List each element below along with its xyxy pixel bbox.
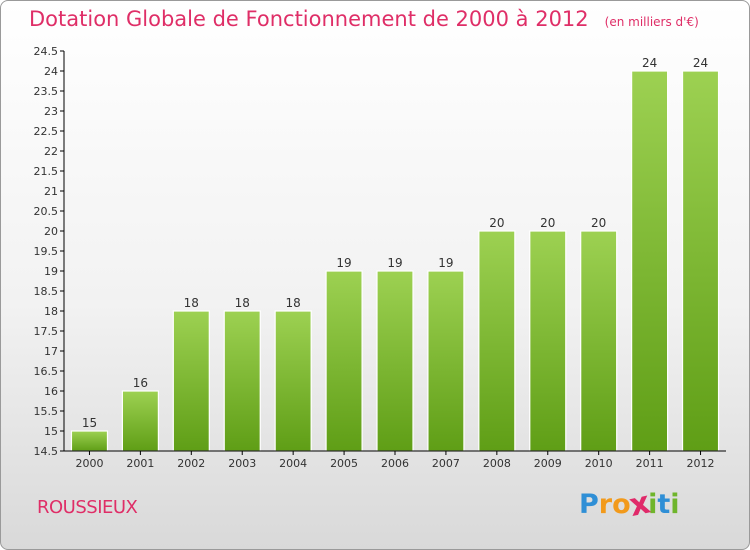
x-tick-label-2009: 2009 [534,457,562,470]
bar-2010 [580,230,618,452]
bar-2008 [478,230,516,452]
bar-2000 [70,430,109,452]
data-label-2005: 19 [336,256,351,270]
y-tick-label-14.5: 14.5 [34,445,59,458]
logo-letter: o [612,489,631,520]
bar-2006 [376,270,414,452]
bar-2012 [681,70,720,452]
data-label-2000: 15 [82,416,97,430]
bar-2005 [325,270,363,452]
x-tick-label-2002: 2002 [177,457,205,470]
title-line: Dotation Globale de Fonctionnement de 20… [29,7,699,31]
data-label-2004: 18 [286,296,301,310]
proxiti-logo: Proxiti [579,485,680,524]
x-tick-label-2007: 2007 [432,457,460,470]
logo-letter: i [670,489,680,520]
y-tick-label-19: 19 [44,265,58,278]
bar-2009 [529,230,567,452]
logo-letter: t [657,489,671,520]
data-label-2011: 24 [642,56,657,70]
y-tick-label-18: 18 [44,305,58,318]
y-tick-label-24: 24 [44,65,58,78]
y-tick-label-22: 22 [44,145,58,158]
data-label-2012: 24 [693,56,708,70]
y-tick-label-21.5: 21.5 [34,165,59,178]
y-tick-label-22.5: 22.5 [34,125,59,138]
y-tick-label-17: 17 [44,345,58,358]
x-tick-label-2005: 2005 [330,457,358,470]
y-tick-label-21: 21 [44,185,58,198]
y-tick-label-24.5: 24.5 [34,45,59,58]
chart-title: Dotation Globale de Fonctionnement de 20… [29,7,589,31]
data-label-2006: 19 [387,256,402,270]
y-tick-label-16: 16 [44,385,58,398]
axis-layer: 2000 2001 2002 2003 2004 2005 2006 2007 2008 2009… [34,45,726,470]
data-label-2002: 18 [184,296,199,310]
chart-unit: (en milliers d'€) [604,15,699,29]
y-tick-label-15.5: 15.5 [34,405,59,418]
x-tick-label-2011: 2011 [636,457,664,470]
y-tick-label-19.5: 19.5 [34,245,59,258]
bars-layer: 15 16 18 18 18 19 19 19 20 20 20 24 24 [70,56,720,452]
bar-2003 [223,310,261,452]
x-tick-label-2003: 2003 [228,457,256,470]
y-tick-label-18.5: 18.5 [34,285,59,298]
bar-2011 [631,70,669,452]
y-tick-label-20: 20 [44,225,58,238]
y-tick-label-20.5: 20.5 [34,205,59,218]
y-tick-label-17.5: 17.5 [34,325,59,338]
data-label-2001: 16 [133,376,148,390]
x-tick-label-2010: 2010 [585,457,613,470]
bar-2002 [172,310,210,452]
x-tick-label-2012: 2012 [687,457,715,470]
logo-letter: P [579,489,599,520]
y-tick-label-23: 23 [44,105,58,118]
x-tick-label-2008: 2008 [483,457,511,470]
y-tick-label-23.5: 23.5 [34,85,59,98]
data-label-2008: 20 [489,216,504,230]
logo-letter: i [648,489,658,520]
commune-name: ROUSSIEUX [37,497,138,518]
x-tick-label-2004: 2004 [279,457,307,470]
x-tick-label-2001: 2001 [126,457,154,470]
data-label-2007: 19 [438,256,453,270]
y-tick-label-15: 15 [44,425,58,438]
y-tick-label-16.5: 16.5 [34,365,59,378]
data-label-2003: 18 [235,296,250,310]
data-label-2009: 20 [540,216,555,230]
logo-letter: r [598,489,613,520]
x-tick-label-2000: 2000 [75,457,103,470]
bar-2004 [274,310,312,452]
bar-2007 [427,270,465,452]
data-label-2010: 20 [591,216,606,230]
bar-2001 [121,390,159,452]
x-tick-label-2006: 2006 [381,457,409,470]
